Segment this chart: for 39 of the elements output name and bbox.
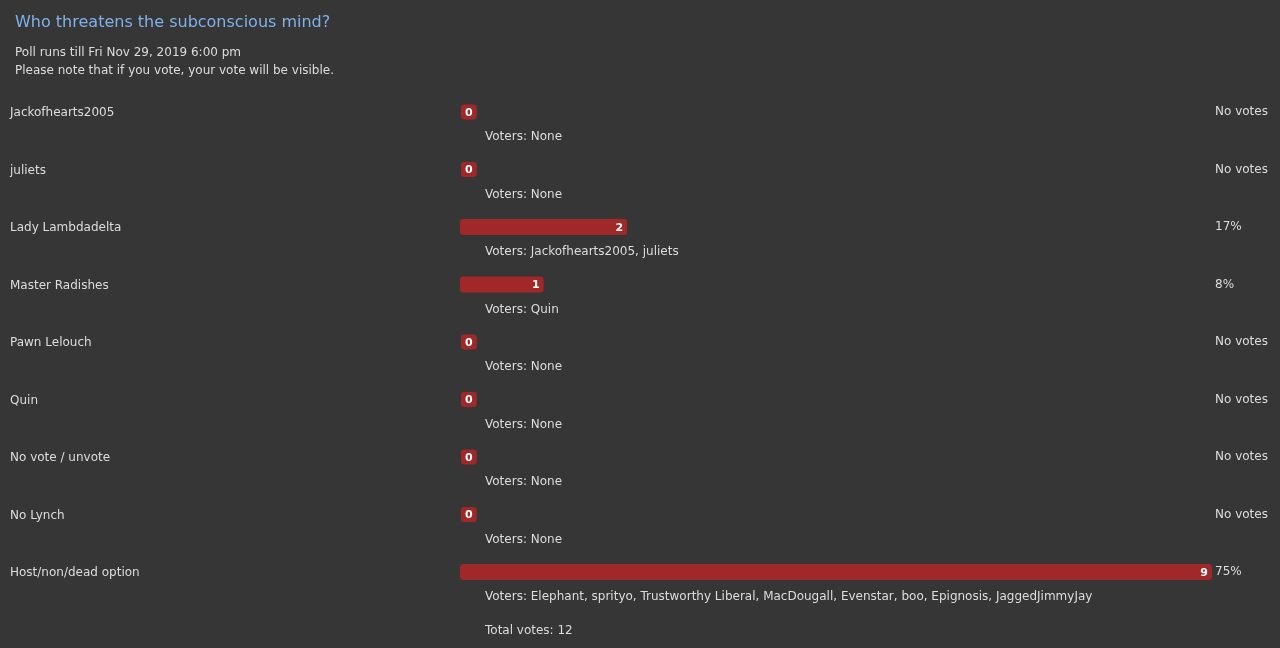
y-tick-label: No vote / unvote [10,450,111,464]
y-tick-label: juliets [9,162,46,177]
text: 75% [1215,564,1242,578]
annotation: Voters: None [485,474,563,488]
y-tick-label: No Lynch [10,507,65,522]
text: Who threatens the subconscious mind? [15,11,331,31]
annotation: Voters: None [485,186,563,201]
text: No votes [1215,104,1268,118]
annotation: Voters: Jackofhearts2005, juliets [485,244,679,258]
data-label: 0 [465,508,473,521]
y-tick-label: Pawn Lelouch [10,335,92,349]
text: No votes [1215,334,1268,348]
annotation: Voters: None [485,359,563,373]
annotation: Voters: Elephant, sprityo, Trustworthy Liberal, MacDougall, Evenstar, boo, Epignosis, JaggedJimmyJay [485,589,1093,603]
y-tick-label: Jackofhearts2005 [9,105,115,119]
data-label: 0 [465,450,473,464]
data-label: 2 [615,220,624,234]
data-label: 0 [465,335,473,349]
data-label: 9 [1200,565,1208,579]
text: 8% [1215,276,1235,291]
text: No votes [1215,391,1268,406]
text: No votes [1215,161,1268,176]
data-label: 0 [465,105,473,119]
annotation: Voters: None [485,416,563,431]
y-tick-label: Lady Lambdadelta [10,220,122,234]
annotation: Voters: None [485,129,563,143]
y-tick-label: Host/non/dead option [10,565,140,579]
text: Total votes: 12 [484,622,573,637]
y-tick-label: Master Radishes [10,277,109,292]
annotation: Voters: None [485,531,563,546]
y-tick-label: Quin [10,392,38,407]
data-label: 1 [531,278,540,291]
data-label: 0 [465,393,473,406]
text: 17% [1215,219,1242,233]
annotation: Voters: Quin [485,301,559,316]
text: No votes [1215,449,1268,463]
text: Poll runs till Fri Nov 29, 2019 6:00 pm Please note that if you vote, your vote will be visible. [15,45,334,77]
text: No votes [1215,506,1268,521]
data-label: 0 [465,163,473,176]
